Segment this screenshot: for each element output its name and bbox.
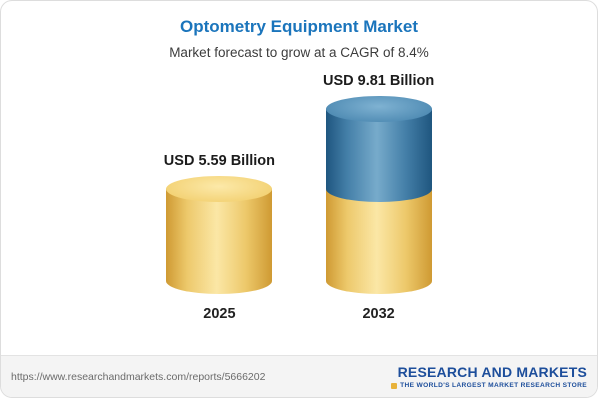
category-label-2025: 2025 bbox=[203, 306, 236, 322]
gold-accent-icon bbox=[391, 382, 398, 389]
report-url[interactable]: https://www.researchandmarkets.com/repor… bbox=[11, 370, 266, 383]
brand-name: RESEARCH AND MARKETS bbox=[397, 363, 587, 380]
segment-2025-base bbox=[166, 188, 273, 294]
brand-tagline-row: THE WORLD'S LARGEST MARKET RESEARCH STOR… bbox=[391, 382, 587, 390]
footer-bar: https://www.researchandmarkets.com/repor… bbox=[1, 355, 597, 397]
segment-2032-growth bbox=[325, 109, 432, 202]
value-label-2032: USD 9.81 Billion bbox=[323, 73, 435, 89]
cylinder-2025-top-ellipse bbox=[166, 175, 273, 202]
cylinder-2025 bbox=[166, 175, 273, 294]
bar-chart: USD 5.59 Billion 2025 USD 9.81 Billion 2… bbox=[1, 70, 597, 322]
brand-logo: RESEARCH AND MARKETS THE WORLD'S LARGEST… bbox=[391, 364, 587, 390]
bar-group-2025: USD 5.59 Billion 2025 bbox=[164, 153, 275, 322]
chart-title: Optometry Equipment Market bbox=[179, 17, 419, 36]
chart-header: Optometry Equipment Market Market foreca… bbox=[1, 1, 597, 60]
value-label-2025: USD 5.59 Billion bbox=[163, 152, 275, 169]
chart-subtitle: Market forecast to grow at a CAGR of 8.4… bbox=[169, 45, 429, 60]
segment-2032-base bbox=[325, 188, 432, 294]
brand-tagline: THE WORLD'S LARGEST MARKET RESEARCH STOR… bbox=[400, 381, 587, 389]
cylinder-2032 bbox=[325, 96, 432, 294]
category-label-2032: 2032 bbox=[362, 306, 395, 322]
bar-group-2032: USD 9.81 Billion 2032 bbox=[323, 73, 434, 322]
cylinder-2032-top-ellipse bbox=[325, 96, 432, 122]
